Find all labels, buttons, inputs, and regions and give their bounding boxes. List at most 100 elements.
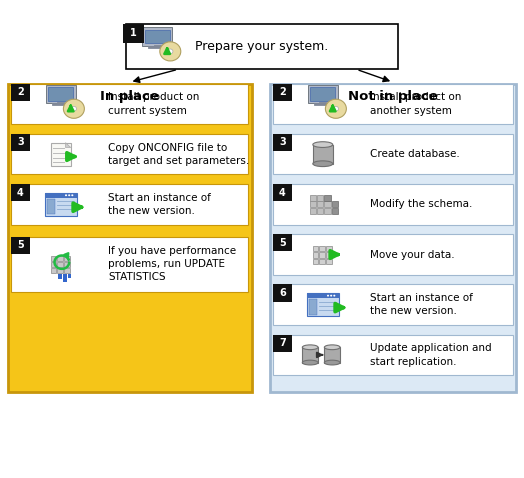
Ellipse shape <box>313 161 333 167</box>
Bar <box>11 134 248 174</box>
Bar <box>270 84 516 392</box>
Ellipse shape <box>63 99 84 119</box>
Ellipse shape <box>302 345 318 350</box>
Bar <box>64 262 70 267</box>
Bar <box>313 145 333 164</box>
Text: 3: 3 <box>17 138 24 147</box>
Bar <box>11 184 248 225</box>
Ellipse shape <box>71 194 73 196</box>
Text: 2: 2 <box>17 87 24 97</box>
Bar <box>11 84 248 124</box>
Bar <box>324 202 331 207</box>
Bar <box>320 246 325 251</box>
Bar <box>64 268 70 273</box>
Ellipse shape <box>168 49 173 54</box>
Bar <box>273 234 292 251</box>
Bar <box>326 246 332 251</box>
Bar <box>310 87 335 101</box>
Bar <box>57 256 63 261</box>
Bar <box>45 193 77 198</box>
Bar <box>273 134 513 174</box>
Bar <box>307 293 339 298</box>
Bar <box>63 274 67 282</box>
Bar <box>57 262 63 267</box>
Text: 5: 5 <box>17 240 24 250</box>
Ellipse shape <box>160 42 181 61</box>
Bar <box>273 335 292 352</box>
Ellipse shape <box>325 99 346 119</box>
Bar <box>308 85 338 103</box>
Bar <box>324 348 340 363</box>
Bar <box>273 184 513 225</box>
Bar <box>273 284 513 325</box>
Text: Install product on
another system: Install product on another system <box>370 92 461 116</box>
Bar <box>309 299 317 315</box>
Bar <box>324 208 331 214</box>
Polygon shape <box>66 143 71 148</box>
Text: 6: 6 <box>279 288 286 298</box>
Bar <box>310 208 316 214</box>
Ellipse shape <box>71 107 77 111</box>
Text: Not in place: Not in place <box>348 90 438 103</box>
Bar <box>324 195 331 201</box>
Bar <box>11 237 30 254</box>
Ellipse shape <box>333 294 335 296</box>
Bar <box>51 143 71 166</box>
Text: If you have performance
problems, run UPDATE
STATISTICS: If you have performance problems, run UP… <box>108 246 236 282</box>
Bar <box>320 259 325 264</box>
Text: 1: 1 <box>130 29 137 38</box>
Ellipse shape <box>302 360 318 365</box>
Bar <box>8 84 252 392</box>
Bar <box>58 274 62 279</box>
Bar <box>47 199 55 214</box>
Bar <box>273 234 513 275</box>
Bar <box>310 195 316 201</box>
Bar <box>50 262 56 267</box>
Bar <box>46 85 76 103</box>
Bar <box>317 208 323 214</box>
Bar <box>273 84 513 124</box>
Text: 5: 5 <box>279 238 286 248</box>
Text: Start an instance of
the new version.: Start an instance of the new version. <box>370 293 473 316</box>
Bar <box>312 252 319 258</box>
Bar <box>332 202 338 207</box>
Bar <box>332 208 338 214</box>
Ellipse shape <box>68 194 70 196</box>
Ellipse shape <box>333 107 339 111</box>
Bar <box>11 184 30 201</box>
Bar <box>48 87 73 101</box>
Bar <box>45 193 77 216</box>
Text: Create database.: Create database. <box>370 149 460 159</box>
Text: Move your data.: Move your data. <box>370 250 454 260</box>
Bar <box>57 268 63 273</box>
Bar <box>273 134 292 151</box>
Bar <box>142 28 172 46</box>
Bar <box>145 30 170 43</box>
Bar <box>273 284 292 302</box>
Bar <box>310 202 316 207</box>
Text: Update application and
start replication.: Update application and start replication… <box>370 343 492 367</box>
Bar <box>326 259 332 264</box>
Bar <box>68 274 71 278</box>
Bar <box>317 195 323 201</box>
Bar <box>273 335 513 375</box>
Bar <box>302 348 318 363</box>
Bar <box>11 84 30 101</box>
Bar <box>50 268 56 273</box>
Bar <box>11 134 30 151</box>
Bar <box>320 252 325 258</box>
Text: 4: 4 <box>279 188 286 197</box>
Bar <box>326 252 332 258</box>
Ellipse shape <box>65 194 67 196</box>
Ellipse shape <box>324 345 340 350</box>
Ellipse shape <box>330 294 332 296</box>
Bar <box>312 246 319 251</box>
Bar <box>312 259 319 264</box>
Ellipse shape <box>324 360 340 365</box>
Bar <box>123 24 144 43</box>
Bar <box>11 237 248 292</box>
Bar <box>64 256 70 261</box>
Bar <box>50 256 56 261</box>
Text: 2: 2 <box>279 87 286 97</box>
Text: Install product on
current system: Install product on current system <box>108 92 199 116</box>
